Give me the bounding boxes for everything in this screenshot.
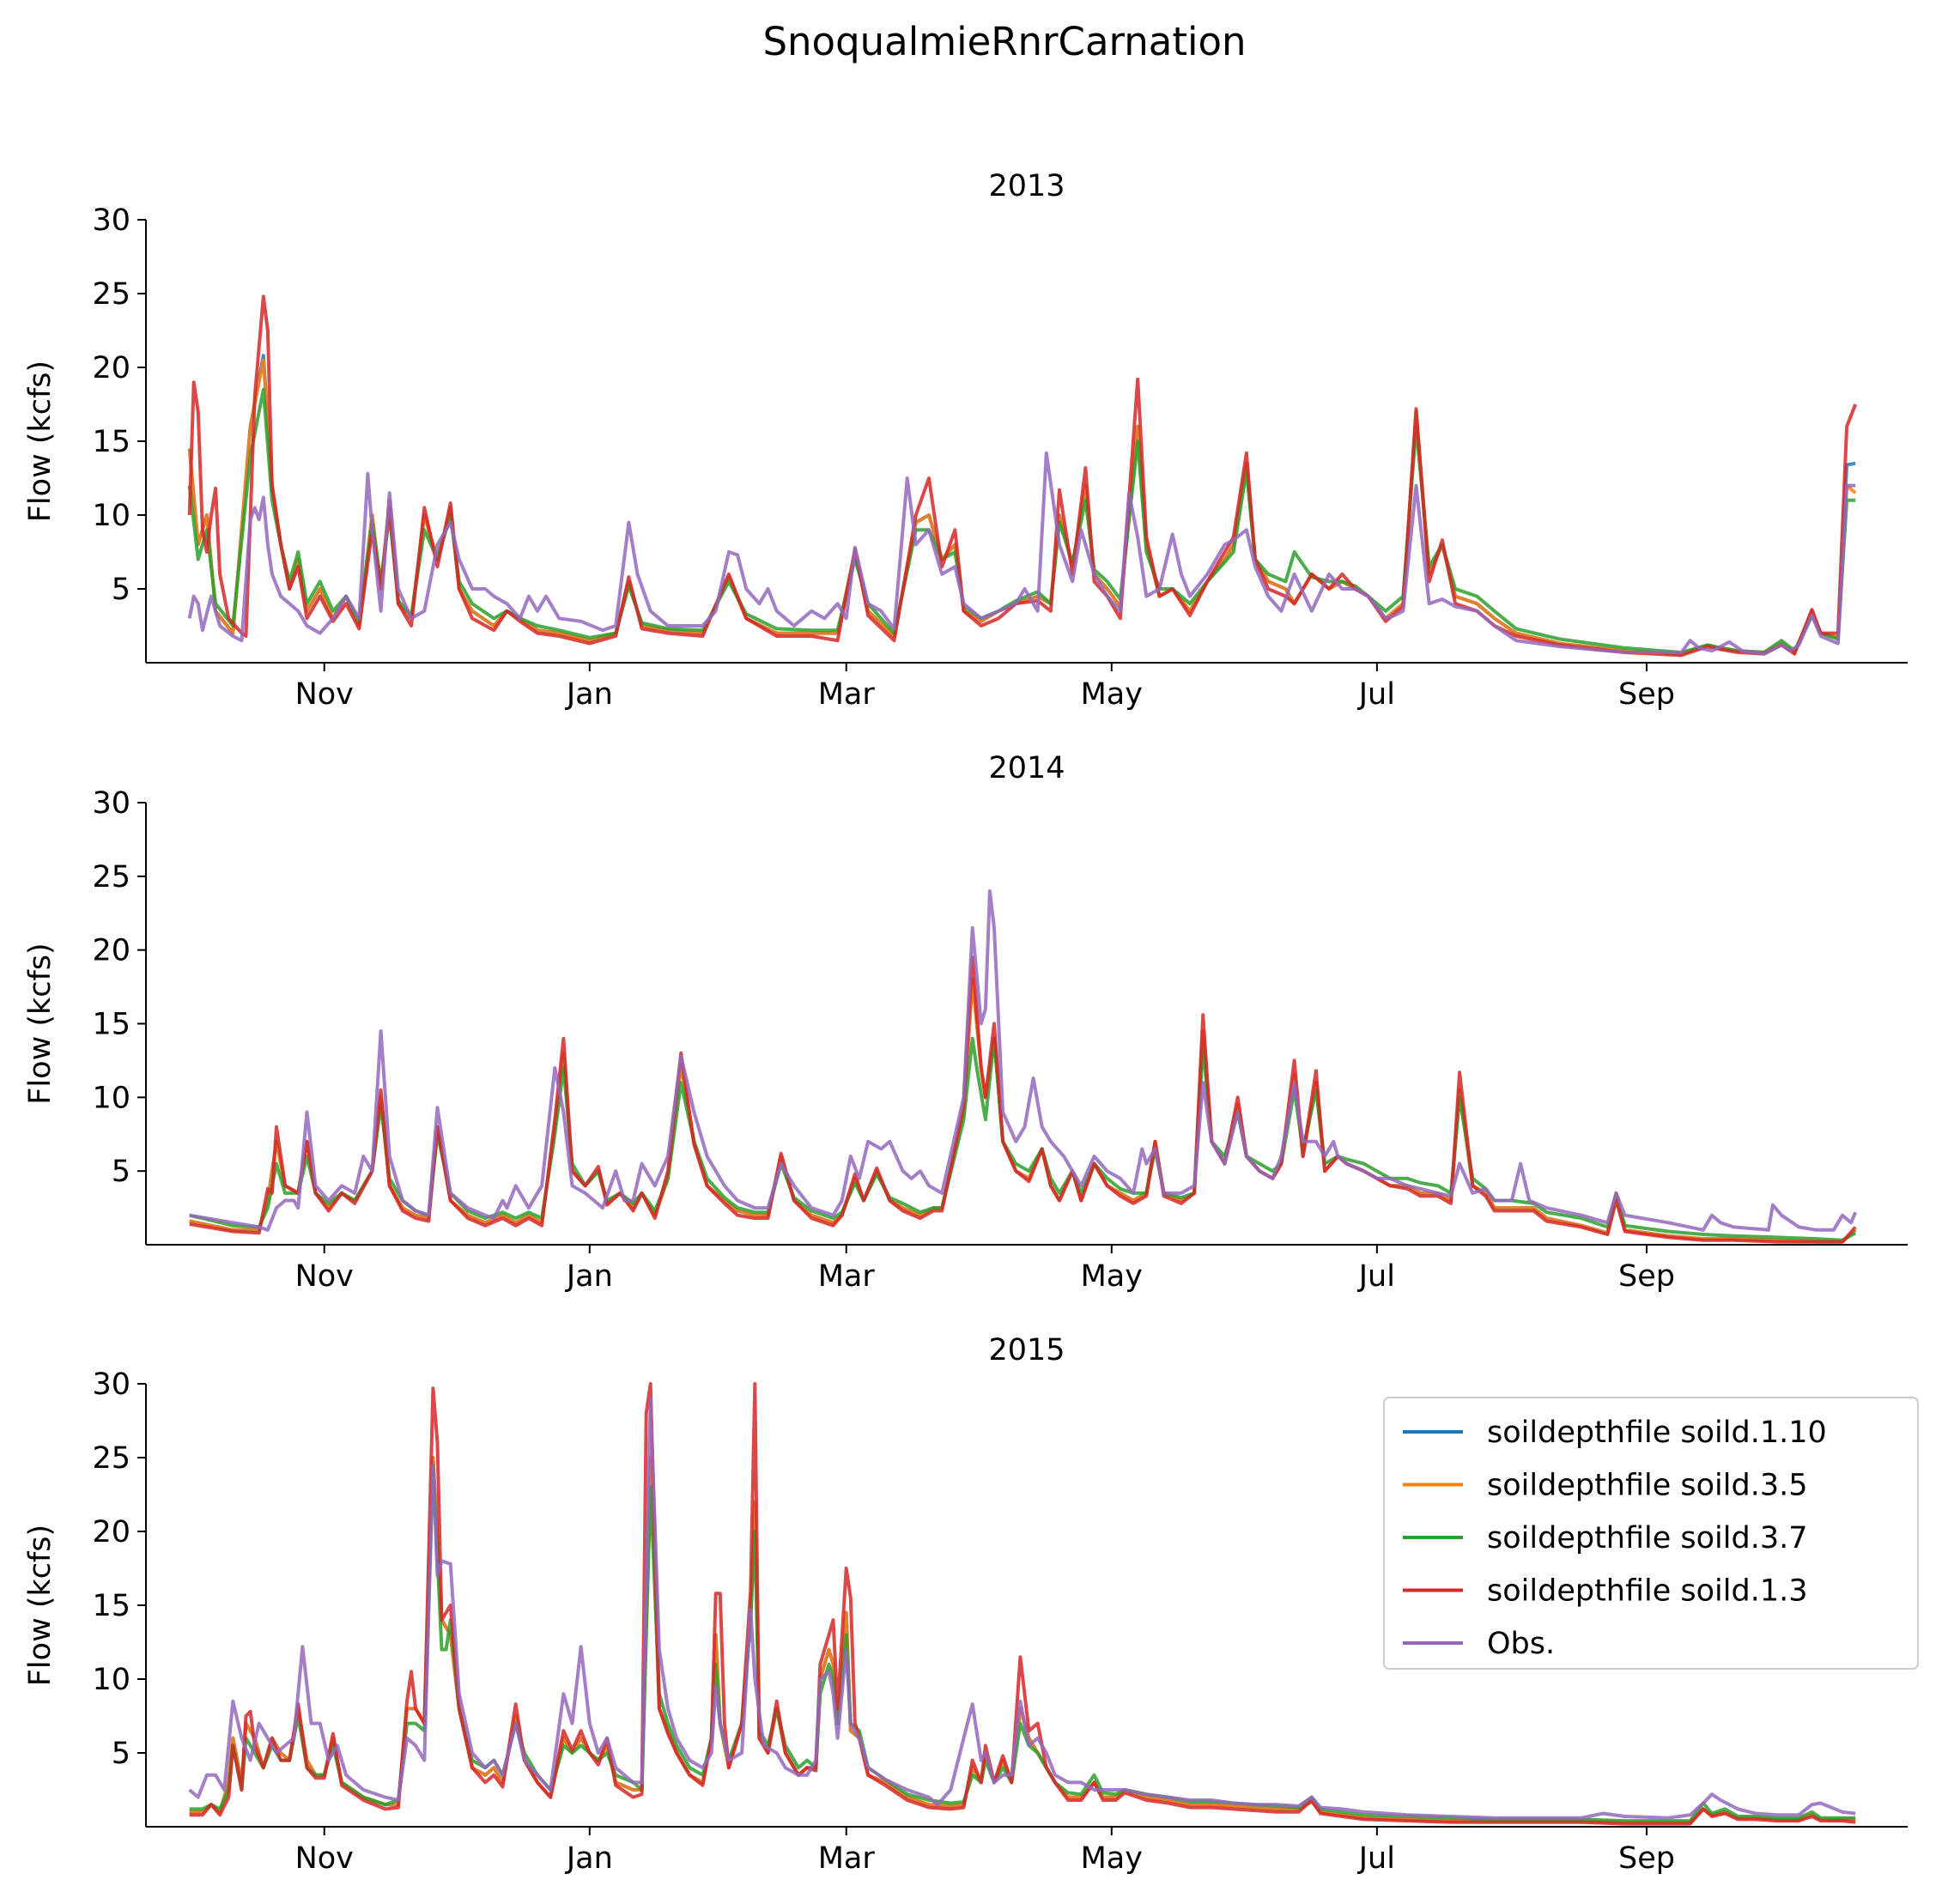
series-lines: [189, 889, 1858, 1244]
subplot-title: 2014: [988, 751, 1065, 785]
x-tick-label: Jul: [1357, 1841, 1395, 1876]
figure-title: SnoqualmieRnrCarnation: [762, 19, 1246, 64]
legend-entry: soildepthfile soild.3.7: [1403, 1521, 1808, 1555]
series-line-5: [187, 451, 1856, 656]
legend-label: soildepthfile soild.1.10: [1487, 1416, 1827, 1450]
x-tick-label: Sep: [1618, 677, 1675, 712]
x-tick-label: Mar: [818, 1259, 876, 1294]
legend-entry: Obs.: [1403, 1627, 1555, 1661]
subplot-title: 2013: [988, 169, 1065, 203]
y-tick-label: 5: [112, 1737, 130, 1771]
y-axis-label: Flow (kcfs): [23, 361, 58, 522]
subplot-2013: 2013 Flow (kcfs) 5 10 15 20 25 30 Nov Jan Mar May Ju…: [23, 169, 1908, 712]
x-tick-label: May: [1081, 677, 1143, 712]
y-tick-label: 15: [92, 425, 130, 459]
legend-label: soildepthfile soild.1.3: [1487, 1574, 1808, 1609]
x-tick-label: Jan: [565, 677, 613, 712]
y-tick-label: 20: [92, 1515, 130, 1549]
series-lines: [187, 294, 1858, 658]
series-line-1: [187, 354, 1856, 656]
series-line-4: [187, 294, 1858, 658]
legend-entry: soildepthfile soild.1.10: [1403, 1416, 1827, 1450]
subplots: 2013 Flow (kcfs) 5 10 15 20 25 30 Nov Jan Mar May Ju…: [23, 169, 1908, 1876]
legend: soildepthfile soild.1.10 soildepthfile so…: [1383, 1397, 1919, 1670]
series-line-4: [189, 1382, 1856, 1826]
x-tick-label: May: [1081, 1259, 1143, 1294]
subplot-title: 2015: [988, 1333, 1065, 1367]
y-tick-label: 30: [92, 203, 130, 238]
y-tick-label: 20: [92, 934, 130, 968]
y-tick-label: 15: [92, 1008, 130, 1042]
y-tick-label: 30: [92, 786, 130, 821]
y-tick-label: 5: [112, 573, 130, 607]
legend-label: Obs.: [1487, 1627, 1555, 1661]
subplot-2014: 2014 Flow (kcfs) 5 10 15 20 25 30 Nov Jan Mar May Ju…: [23, 751, 1908, 1294]
x-tick-label: Sep: [1618, 1841, 1675, 1876]
y-tick-label: 5: [112, 1155, 130, 1189]
y-tick-label: 25: [92, 860, 130, 894]
series-lines: [188, 1382, 1856, 1826]
x-tick-label: May: [1081, 1841, 1143, 1876]
legend-box: [1383, 1397, 1919, 1670]
series-line-4: [189, 955, 1857, 1244]
legend-entry: soildepthfile soild.1.3: [1403, 1574, 1808, 1609]
x-tick-label: Nov: [295, 1259, 354, 1294]
x-tick-label: Nov: [295, 1841, 354, 1876]
x-tick-label: Jul: [1357, 677, 1395, 712]
y-axis-label: Flow (kcfs): [23, 1525, 58, 1686]
series-line-3: [187, 387, 1856, 654]
y-tick-label: 10: [92, 1663, 130, 1697]
series-line-2: [187, 358, 1857, 656]
y-axis-label: Flow (kcfs): [23, 943, 58, 1104]
y-tick-label: 30: [92, 1367, 130, 1402]
y-tick-label: 10: [92, 1081, 130, 1115]
x-tick-label: Mar: [818, 1841, 876, 1876]
y-tick-label: 25: [92, 1441, 130, 1476]
series-line-5: [189, 889, 1858, 1232]
y-tick-label: 15: [92, 1589, 130, 1623]
x-tick-label: Mar: [818, 677, 876, 712]
x-tick-label: Nov: [295, 677, 354, 712]
x-tick-label: Jan: [565, 1259, 613, 1294]
x-tick-label: Sep: [1618, 1259, 1675, 1294]
subplot-2015: 2015 Flow (kcfs) 5 10 15 20 25 30 Nov Jan Mar May Ju…: [23, 1333, 1908, 1876]
x-tick-label: Jul: [1357, 1259, 1395, 1294]
legend-label: soildepthfile soild.3.5: [1487, 1469, 1808, 1503]
legend-label: soildepthfile soild.3.7: [1487, 1521, 1808, 1555]
y-tick-label: 10: [92, 499, 130, 533]
series-line-5: [188, 1397, 1856, 1820]
x-tick-label: Jan: [565, 1841, 613, 1876]
y-tick-label: 20: [92, 351, 130, 385]
legend-entry: soildepthfile soild.3.5: [1403, 1469, 1808, 1503]
y-tick-label: 25: [92, 277, 130, 312]
